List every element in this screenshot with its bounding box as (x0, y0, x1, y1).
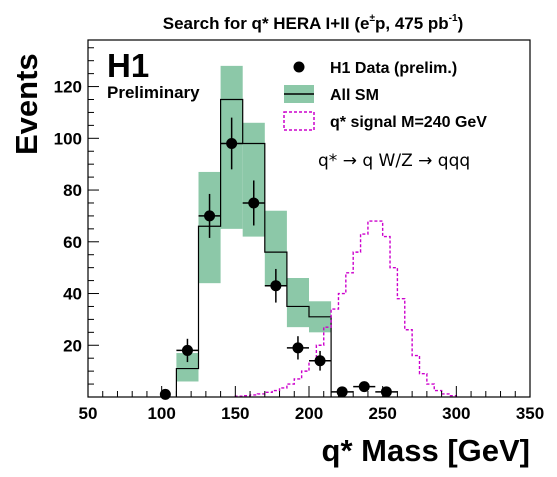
preliminary-label: Preliminary (107, 83, 200, 102)
data-point-marker (204, 210, 216, 222)
data-point-marker (270, 280, 282, 292)
legend-signal-swatch (283, 111, 315, 131)
x-tick-label: 200 (295, 404, 323, 423)
legend-entry-data: H1 Data (prelim.) (293, 60, 457, 77)
x-tick-label: 150 (221, 404, 249, 423)
x-tick-label: 300 (442, 404, 470, 423)
y-tick-label: 100 (54, 129, 82, 148)
y-tick-label: 80 (63, 181, 82, 200)
sm-band-bin (264, 210, 287, 286)
x-tick-label: 50 (79, 404, 98, 423)
data-point (264, 268, 287, 303)
data-point (309, 350, 332, 371)
data-point (375, 386, 398, 398)
chart-title: Search for q* HERA I+II (e±p, 475 pb-1) (163, 13, 464, 33)
sm-band-bin (242, 122, 265, 237)
sm-band-bin (176, 353, 199, 382)
x-tick-label: 350 (516, 404, 544, 423)
data-point (331, 386, 354, 398)
data-point (286, 336, 309, 360)
y-tick-label: 120 (54, 78, 82, 97)
signal-histogram-line (234, 220, 458, 397)
data-points (159, 117, 398, 400)
legend-signal-label: q* signal M=240 GeV (330, 114, 487, 131)
sm-histogram (175, 98, 332, 397)
legend-data-label: H1 Data (prelim.) (330, 60, 457, 77)
y-tick-label: 60 (63, 233, 82, 252)
data-point (242, 180, 265, 226)
data-point-marker (292, 342, 304, 354)
data-point (353, 381, 376, 393)
data-point (176, 338, 199, 363)
experiment-label: H1 (107, 47, 149, 84)
x-tick-label: 250 (368, 404, 396, 423)
signal-histogram (234, 220, 458, 397)
legend-data-marker (293, 61, 305, 73)
data-point-marker (314, 355, 326, 367)
sm-band-bin (286, 278, 309, 328)
legend-sm-label: All SM (330, 87, 379, 104)
legend-entry-signal: q* signal M=240 GeV (283, 111, 487, 131)
legend-entry-sm: All SM (284, 85, 379, 104)
data-point (220, 117, 243, 170)
data-point-marker (248, 197, 260, 209)
sm-histogram-line (175, 98, 332, 397)
x-tick-label: 100 (147, 404, 175, 423)
y-tick-label: 40 (63, 285, 82, 304)
data-point-marker (181, 344, 193, 356)
axes: 50 100 150 200 250 300 350 20 40 60 80 100 120 (54, 39, 544, 423)
x-axis-label: q* Mass [GeV] (322, 433, 530, 468)
data-point-marker (226, 137, 238, 149)
data-point-marker (358, 381, 370, 393)
data-point-marker (380, 386, 392, 398)
data-point (198, 193, 221, 238)
y-axis-label: Events (9, 53, 44, 155)
y-tick-label: 20 (63, 336, 82, 355)
process-annotation: q* → q W/Z → qqq (318, 151, 470, 171)
data-point-marker (336, 386, 348, 398)
legend: H1 Data (prelim.) All SM q* signal M=240… (283, 60, 487, 131)
